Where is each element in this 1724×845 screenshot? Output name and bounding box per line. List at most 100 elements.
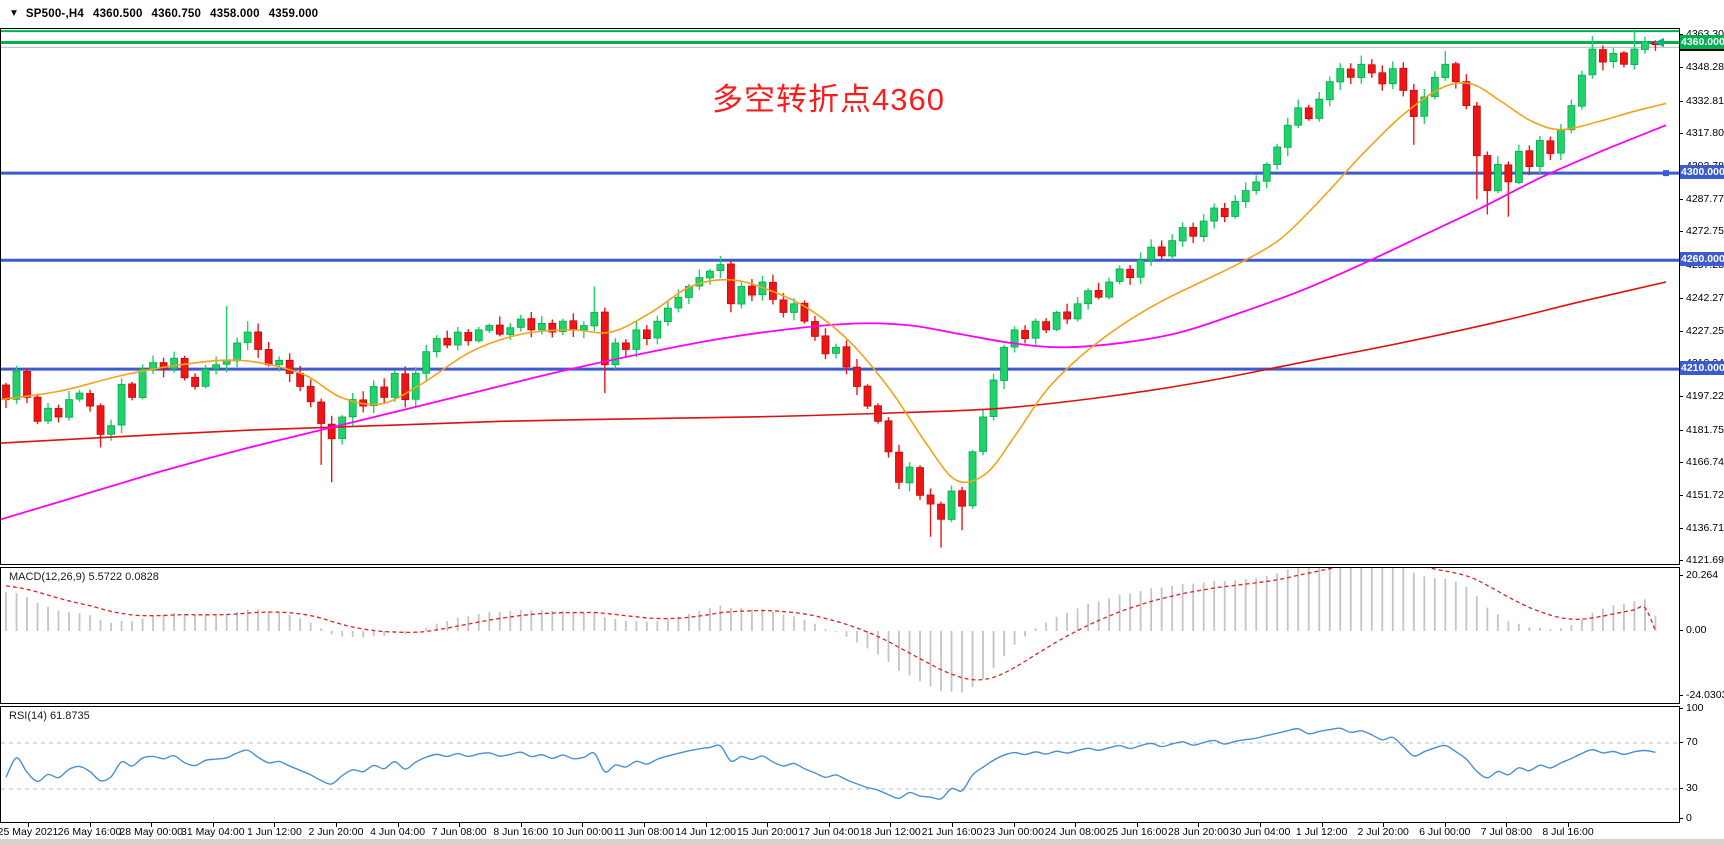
candle-bullish (1199, 220, 1208, 238)
time-axis[interactable]: 25 May 2021 26 May 16:00 28 May 00:00 31 Ma… (0, 823, 1724, 838)
rsi-canvas[interactable] (1, 707, 1679, 822)
candle-bullish (1283, 124, 1292, 148)
time-tick-label: 2 Jul 20:00 (1357, 826, 1409, 838)
time-tick-mark (1383, 823, 1385, 827)
candle-bullish (1609, 52, 1618, 62)
price-tick-label: 4242.270 (1686, 291, 1724, 304)
price-tick-mark (1679, 100, 1683, 102)
price-tick-mark (1679, 560, 1683, 562)
candle-bullish (674, 296, 683, 309)
time-tick-mark (952, 823, 953, 827)
main-chart-canvas[interactable] (1, 29, 1679, 564)
price-badge-4360.000: 4360.000 (1680, 34, 1724, 49)
candle-bullish (485, 325, 494, 331)
line-handle[interactable] (1663, 170, 1669, 177)
time-tick-mark (274, 823, 276, 827)
macd-tick-label: -24.0303 (1686, 689, 1724, 702)
candle-bearish (1367, 64, 1376, 74)
candle-bullish (832, 346, 840, 354)
candle-bullish (1578, 74, 1586, 107)
candle-bullish (107, 425, 115, 435)
macd-tick-label: 20.264 (1686, 569, 1719, 581)
price-tick-label: 4166.740 (1686, 456, 1724, 469)
rsi-tick-mark (1679, 742, 1683, 743)
time-tick-label: 25 May 2021 (0, 826, 59, 838)
candle-bearish (527, 318, 536, 331)
macd-panel[interactable]: MACD(12,26,9) 5.5722 0.0828 (0, 567, 1680, 704)
candle-bullish (275, 359, 284, 366)
time-tick-label: 11 Jun 08:00 (614, 826, 674, 838)
rsi-indicator-label: RSI(14) 61.8735 (9, 710, 90, 722)
candle-bearish (842, 346, 851, 368)
candle-bullish (1588, 48, 1597, 76)
candle-bullish (233, 342, 242, 362)
time-tick-label: 7 Jul 08:00 (1480, 826, 1533, 838)
time-tick-label: 30 Jun 04:00 (1229, 826, 1291, 838)
time-tick-label: 23 Jun 00:00 (983, 826, 1044, 838)
symbol-dropdown-icon[interactable]: ▼ (9, 8, 19, 19)
macd-canvas[interactable] (1, 568, 1679, 703)
time-tick-mark (459, 823, 461, 827)
time-tick-label: 15 Jun 20:00 (736, 826, 798, 838)
candle-bullish (422, 351, 431, 374)
candle-bearish (621, 342, 630, 350)
price-tick-label: 4181.755 (1686, 423, 1724, 436)
price-tick-label: 4151.725 (1686, 488, 1724, 501)
macd-tick-mark (1679, 695, 1683, 697)
time-tick-label: 31 May 04:00 (180, 826, 245, 838)
time-tick-mark (828, 823, 830, 827)
candle-bullish (1567, 105, 1576, 131)
candle-bearish (464, 332, 473, 342)
candle-bullish (653, 320, 662, 339)
candle-bearish (926, 494, 935, 505)
moving-average-magenta_mid (1, 124, 1667, 521)
candle-bullish (369, 386, 378, 407)
candle-bearish (317, 401, 326, 424)
candle-bearish (306, 385, 315, 403)
candle-bearish (853, 366, 861, 387)
candle-bearish (937, 503, 945, 520)
candle-bearish (727, 263, 735, 305)
candle-bullish (684, 285, 693, 298)
candle-bearish (779, 299, 788, 313)
price-tick-mark (1679, 429, 1683, 431)
candle-bullish (212, 364, 221, 370)
price-tick-mark (1679, 527, 1683, 529)
candle-bullish (716, 264, 725, 271)
candle-bullish (1084, 290, 1093, 305)
candle-bearish (1620, 52, 1628, 65)
candle-bullish (1073, 303, 1082, 320)
candle-bearish (380, 386, 389, 398)
candle-bullish (1420, 96, 1429, 117)
rsi-panel[interactable]: RSI(14) 61.8735 (0, 706, 1680, 823)
time-tick-label: 2 Jun 20:00 (308, 826, 364, 838)
bottom-strip (0, 839, 1724, 845)
candle-bearish (1189, 226, 1198, 237)
price-tick-label: 4332.815 (1686, 94, 1724, 107)
candle-bullish (1336, 68, 1345, 83)
time-tick-label: 14 Jun 12:00 (675, 826, 736, 838)
main-price-panel[interactable] (0, 28, 1680, 565)
macd-values: 5.5722 0.0828 (88, 571, 159, 583)
candle-bullish (1168, 240, 1177, 257)
candle-bullish (474, 329, 483, 342)
time-tick-mark (1444, 823, 1446, 827)
price-axis[interactable]: 4363.3004348.2854332.8154317.8004302.785… (1679, 28, 1724, 824)
candle-bearish (296, 372, 305, 387)
bull-bear-turning-point-annotation: 多空转折点4360 (712, 82, 945, 117)
candle-bullish (1231, 201, 1240, 217)
time-tick-label: 26 May 16:00 (57, 826, 122, 838)
price-tick-label: 4227.255 (1686, 324, 1724, 337)
moving-average-red_slow (1, 281, 1667, 444)
candle-bullish (537, 322, 546, 331)
candle-bullish (968, 451, 977, 507)
time-tick-label: 25 Jun 16:00 (1106, 826, 1168, 838)
candle-bearish (1378, 72, 1387, 85)
candle-bullish (1252, 181, 1261, 191)
time-tick-mark (1260, 823, 1261, 827)
macd-tick-mark (1679, 575, 1683, 576)
time-tick-mark (397, 823, 399, 827)
candle-bearish (1399, 67, 1408, 91)
price-tick-label: 4272.755 (1686, 225, 1724, 238)
candle-bullish (1147, 246, 1156, 261)
